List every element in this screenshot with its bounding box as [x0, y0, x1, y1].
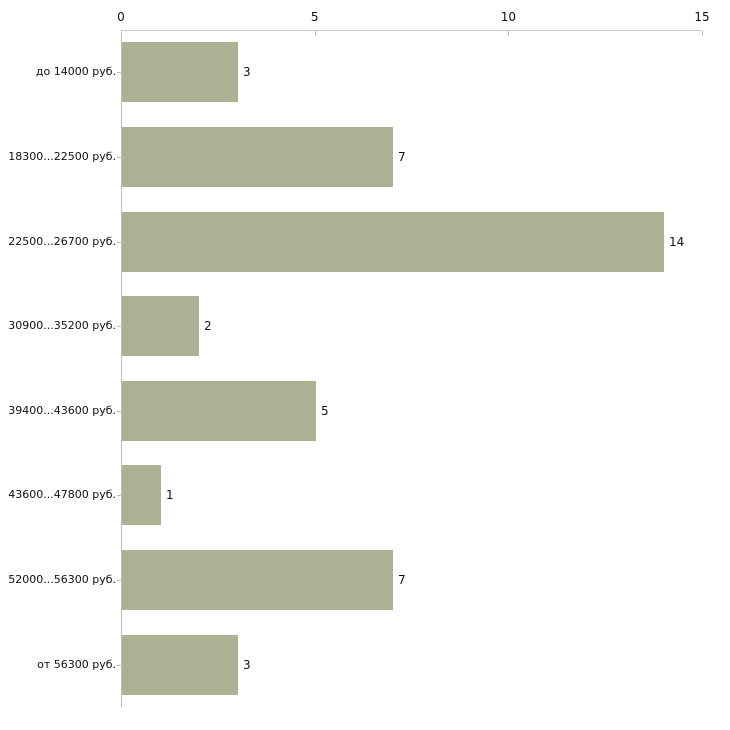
y-tick-mark — [117, 326, 121, 327]
x-tick-mark — [702, 31, 703, 36]
bar-value-label: 14 — [669, 235, 685, 249]
x-tick-label: 0 — [117, 10, 125, 24]
x-tick-mark — [314, 31, 316, 36]
x-tick-mark — [508, 31, 510, 36]
y-tick-mark — [117, 411, 121, 412]
x-tick-mark — [121, 31, 122, 36]
category-label: 39400...43600 руб. — [8, 404, 116, 417]
bar-value-label: 7 — [398, 573, 406, 587]
category-label: 30900...35200 руб. — [8, 319, 116, 332]
y-tick-mark — [117, 242, 121, 243]
bar-value-label: 5 — [321, 404, 329, 418]
bar-value-label: 3 — [243, 658, 251, 672]
y-tick-mark — [117, 580, 121, 581]
bar-value-label: 2 — [204, 319, 212, 333]
bar — [122, 381, 316, 441]
x-tick-label: 10 — [500, 10, 516, 24]
y-axis-line — [121, 30, 122, 707]
x-tick-label: 5 — [310, 10, 319, 24]
category-label: 43600...47800 руб. — [8, 488, 116, 501]
bar-value-label: 1 — [166, 488, 174, 502]
category-label: 52000...56300 руб. — [8, 573, 116, 586]
bar — [122, 465, 161, 525]
category-label: 18300...22500 руб. — [8, 150, 116, 163]
x-axis-line — [121, 30, 702, 31]
bar — [122, 550, 393, 610]
y-tick-mark — [117, 665, 121, 666]
bar — [122, 635, 238, 695]
bar — [122, 296, 199, 356]
category-label: 22500...26700 руб. — [8, 235, 116, 248]
bar-value-label: 3 — [243, 65, 251, 79]
y-tick-mark — [117, 72, 121, 73]
bar — [122, 127, 393, 187]
x-tick-label: 15 — [694, 10, 710, 24]
category-label: от 56300 руб. — [37, 658, 116, 671]
bar — [122, 42, 238, 102]
y-tick-mark — [117, 495, 121, 496]
bar — [122, 212, 664, 272]
category-label: до 14000 руб. — [35, 65, 116, 78]
bar-value-label: 7 — [398, 150, 406, 164]
y-tick-mark — [117, 157, 121, 158]
